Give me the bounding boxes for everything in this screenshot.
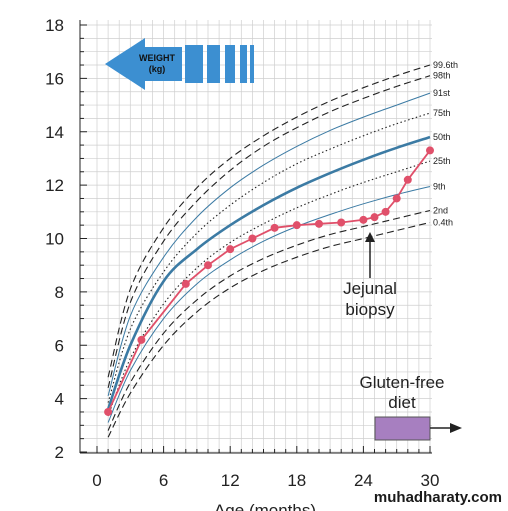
- data-point: [370, 213, 379, 222]
- data-point: [137, 335, 146, 344]
- data-point: [359, 215, 368, 224]
- x-tick-label: 18: [287, 471, 306, 490]
- x-tick-label: 24: [354, 471, 373, 490]
- y-tick-label: 6: [55, 336, 64, 355]
- x-tick-label: 6: [159, 471, 168, 490]
- data-point: [204, 261, 212, 270]
- series-line: [107, 149, 431, 413]
- weight-unit-label: (kg): [149, 64, 166, 74]
- weight-badge: WEIGHT (kg): [105, 38, 254, 90]
- centile-curve: [107, 209, 431, 431]
- centile-curve: [107, 75, 431, 389]
- data-point: [226, 245, 235, 254]
- centile-label: 9th: [433, 181, 446, 191]
- x-tick-label: 0: [92, 471, 101, 490]
- data-point: [426, 146, 434, 155]
- weight-arrow-icon: [105, 38, 182, 90]
- data-point: [292, 221, 301, 230]
- y-tick-label: 12: [45, 176, 64, 195]
- gluten-free-annotation: Gluten-free diet: [359, 373, 462, 441]
- y-tick-label: 14: [45, 123, 64, 142]
- y-tick-label: 10: [45, 230, 64, 249]
- y-tick-label: 8: [55, 283, 64, 302]
- centile-label: 25th: [433, 156, 451, 166]
- centile-curve: [107, 112, 431, 403]
- gluten-arrow-icon: [450, 423, 462, 433]
- x-axis-title: Age (months): [214, 501, 316, 511]
- y-tick-label: 16: [45, 69, 64, 88]
- data-point: [181, 279, 190, 288]
- data-point: [104, 407, 113, 416]
- centile-label: 75th: [433, 108, 451, 118]
- jejunal-arrow-icon: [365, 232, 375, 242]
- gluten-free-label: Gluten-free: [359, 373, 444, 392]
- data-point: [392, 194, 401, 203]
- jejunal-biopsy-annotation: Jejunal biopsy: [343, 232, 397, 319]
- centile-curve: [107, 186, 431, 423]
- x-tick-label: 12: [221, 471, 240, 490]
- weight-bar: [250, 45, 254, 83]
- centile-curve: [107, 92, 431, 397]
- weight-bar: [207, 45, 220, 83]
- weight-bar: [225, 45, 235, 83]
- centile-label: 91st: [433, 88, 451, 98]
- patient-weight-series: [104, 146, 434, 416]
- data-point: [315, 219, 323, 228]
- axes: [79, 20, 432, 454]
- data-point: [248, 234, 257, 243]
- data-point: [270, 223, 279, 232]
- centile-label: 0.4th: [433, 217, 453, 227]
- centile-label: 50th: [433, 132, 451, 142]
- data-point: [381, 207, 390, 216]
- data-point: [337, 218, 346, 227]
- watermark: muhadharaty.com: [374, 489, 502, 506]
- centile-label: 99.6th: [433, 60, 458, 70]
- centile-label: 98th: [433, 71, 451, 81]
- x-tick-label: 30: [421, 471, 440, 490]
- weight-bar: [185, 45, 203, 83]
- grid: [80, 20, 432, 453]
- weight-label: WEIGHT: [139, 53, 175, 63]
- weight-bar: [240, 45, 247, 83]
- centile-label: 2nd: [433, 205, 448, 215]
- diet-label: diet: [388, 393, 416, 412]
- y-tick-label: 2: [55, 443, 64, 462]
- biopsy-label: biopsy: [345, 300, 395, 319]
- jejunal-label: Jejunal: [343, 279, 397, 298]
- gluten-free-bar: [374, 416, 431, 441]
- centile-lines: [106, 64, 431, 438]
- centile-curve: [107, 221, 431, 438]
- y-tick-label: 18: [45, 16, 64, 35]
- centile-curve: [107, 64, 431, 378]
- centile-curve: [107, 160, 431, 417]
- y-tick-label: 4: [55, 390, 64, 409]
- centile-curve: [106, 135, 431, 410]
- data-point: [403, 175, 412, 184]
